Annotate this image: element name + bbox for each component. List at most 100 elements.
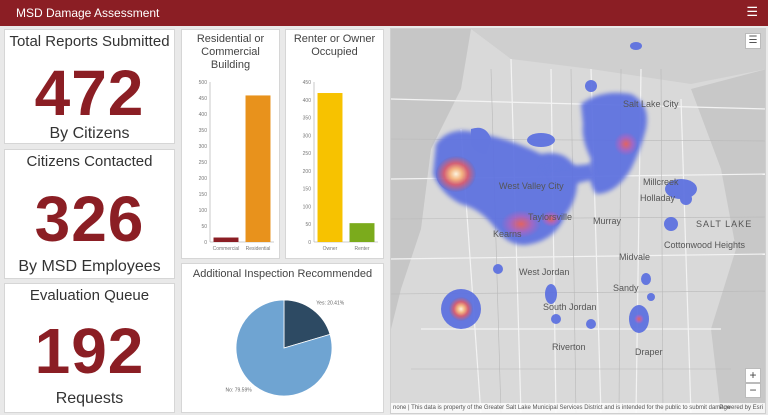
zoom-in-button[interactable]: + (745, 368, 761, 383)
hamburger-icon[interactable]: ☰ (746, 4, 758, 19)
y-tick-label: 300 (199, 144, 208, 150)
stat-subtitle: Requests (55, 390, 124, 407)
x-tick-label: Renter (354, 246, 369, 252)
map-label: Kearns (493, 229, 522, 239)
bar-renter (349, 223, 375, 242)
terrain-east (691, 69, 765, 413)
y-tick-label: 400 (199, 112, 208, 118)
map-label: Sandy (613, 283, 639, 293)
stat-subtitle: By MSD Employees (18, 258, 161, 275)
stat-subtitle: By Citizens (49, 125, 130, 142)
y-tick-label: 150 (199, 192, 208, 198)
map-label: SALT LAKE (696, 219, 753, 229)
occupancy-svg: 0 50 100 150 200 250 300 350 400 450 Owner Renter (303, 80, 378, 252)
y-tick-label: 450 (303, 80, 312, 86)
map-label: South Jordan (543, 302, 597, 312)
map-label: Midvale (619, 252, 651, 262)
heat-spot (630, 42, 642, 50)
y-tick-label: 100 (199, 208, 208, 214)
zoom-out-button[interactable]: − (745, 383, 761, 398)
app-title: MSD Damage Assessment (16, 6, 160, 20)
map-label: West Valley City (499, 181, 564, 191)
y-tick-label: 350 (303, 116, 312, 122)
stat-title: Citizens Contacted (26, 153, 153, 170)
y-tick-label: 50 (305, 222, 311, 228)
y-tick-label: 200 (199, 176, 208, 182)
powered-by: Powered by Esri (719, 405, 763, 411)
map-canvas[interactable] (391, 29, 766, 414)
heat-spot (551, 314, 561, 324)
damage-heatmap[interactable]: Salt Lake City West Valley City Taylorsv… (390, 28, 766, 414)
y-tick-label: 0 (308, 240, 311, 246)
y-tick-label: 0 (204, 240, 207, 246)
heat-spot (527, 133, 555, 147)
citizens-contacted-card: Citizens Contacted 326 By MSD Employees (4, 149, 175, 279)
chart-title: Additional Inspection Recommended (192, 268, 373, 280)
heat-layer (433, 42, 697, 333)
attribution-text: none | This data is property of the Grea… (393, 405, 731, 411)
heat-connector (541, 164, 596, 189)
map-attribution: none | This data is property of the Grea… (391, 403, 765, 413)
map-label: Draper (635, 347, 663, 357)
heat-cluster-west-valley (433, 130, 578, 245)
heat-core-west (436, 156, 476, 192)
y-tick-label: 200 (303, 169, 312, 175)
stat-value: 192 (34, 315, 145, 387)
chart-title: Renter or Owner Occupied (293, 33, 376, 58)
layers-icon[interactable]: ☰ (745, 33, 761, 49)
total-reports-card: Total Reports Submitted 472 By Citizens (4, 29, 175, 144)
heat-spot (680, 193, 692, 205)
map-label: Salt Lake City (623, 99, 679, 109)
map-label: Holladay (640, 193, 676, 203)
map-label: Millcreek (643, 177, 679, 187)
y-tick-label: 250 (303, 151, 312, 157)
pie-label: No: 79.59% (226, 387, 253, 393)
map-label: Cottonwood Heights (664, 240, 746, 250)
heat-core-taylorsville (501, 210, 541, 238)
map-label: Taylorsville (528, 212, 573, 222)
heat-spot (493, 264, 503, 274)
heat-core-downtown (614, 132, 638, 156)
bar-residential (245, 95, 271, 242)
y-tick-label: 150 (303, 187, 312, 193)
pie-label: Yes: 20.41% (316, 301, 344, 307)
bar-commercial (213, 237, 239, 242)
heat-spot (586, 319, 596, 329)
stat-title: Total Reports Submitted (9, 33, 170, 50)
y-tick-label: 50 (201, 224, 207, 230)
heat-core-draper (634, 314, 644, 324)
building-type-svg: 0 50 100 150 200 250 300 350 400 450 500 Commercial… (199, 80, 274, 252)
y-tick-label: 450 (199, 96, 208, 102)
x-tick-label: Owner (323, 246, 338, 252)
y-tick-label: 300 (303, 133, 312, 139)
y-tick-label: 250 (199, 160, 208, 166)
heat-core-murray (541, 211, 561, 227)
bar-owner (317, 93, 343, 242)
occupancy-chart: Renter or Owner Occupied 0 50 100 150 200 250… (285, 29, 384, 259)
y-tick-label: 500 (199, 80, 208, 86)
x-tick-label: Residential (246, 246, 271, 252)
y-tick-label: 350 (199, 128, 208, 134)
heat-spot (647, 293, 655, 301)
app-header: MSD Damage Assessment ☰ (0, 0, 768, 26)
heat-spot (545, 284, 557, 304)
inspection-pie-card: Additional Inspection Recommended Yes: 2… (181, 263, 384, 413)
y-tick-label: 100 (303, 204, 312, 210)
stat-value: 472 (34, 57, 145, 129)
x-tick-label: Commercial (213, 246, 240, 252)
map-label: Riverton (552, 342, 586, 352)
y-tick-label: 400 (303, 98, 312, 104)
chart-title: Residential or Commercial Building (196, 33, 265, 71)
pie-slice-yes (283, 299, 331, 349)
heat-spot (641, 273, 651, 285)
stat-value: 326 (34, 183, 145, 255)
map-label: Murray (593, 216, 622, 226)
building-type-chart: Residential or Commercial Building 0 50 10… (181, 29, 280, 259)
stat-title: Evaluation Queue (29, 287, 150, 304)
inspection-pie-svg: Yes: 20.41% No: 79.59% (226, 299, 345, 397)
heat-spot (471, 127, 491, 154)
map-label: West Jordan (519, 267, 570, 277)
heat-spot (664, 217, 678, 231)
heat-core-south-west (449, 297, 473, 321)
evaluation-queue-card: Evaluation Queue 192 Requests (4, 283, 175, 413)
